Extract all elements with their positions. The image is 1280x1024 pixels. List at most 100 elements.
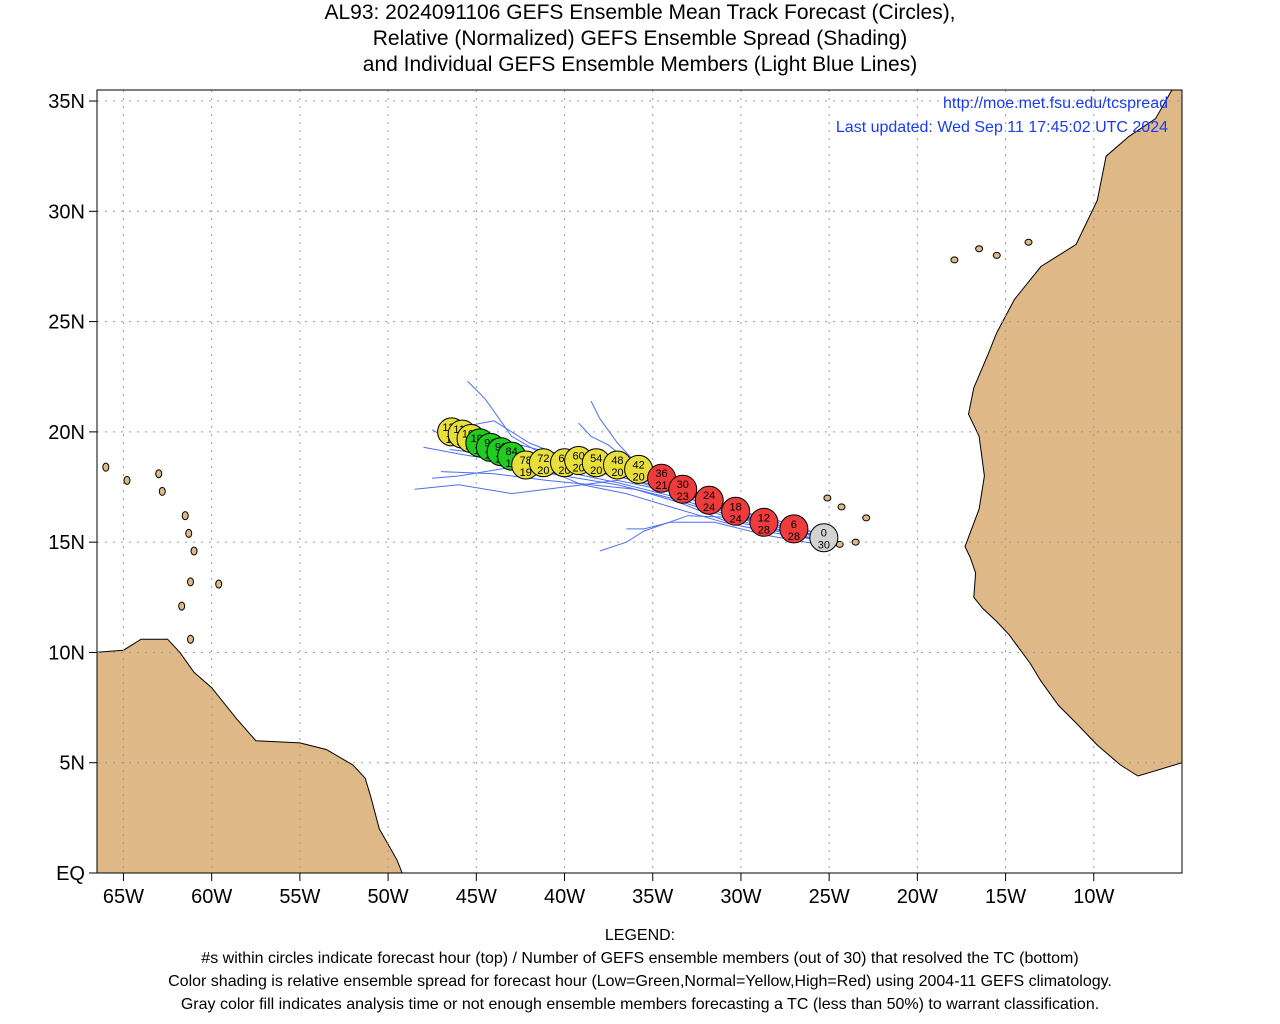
x-tick-label: 25W: [809, 886, 850, 908]
y-tick-label: EQ: [56, 863, 85, 885]
legend-line-1: #s within circles indicate forecast hour…: [201, 950, 1079, 967]
track-circle: [668, 474, 698, 504]
caribbean-island: [178, 601, 186, 611]
forecast-hour-label: 36: [655, 468, 667, 480]
x-tick-label: 10W: [1073, 886, 1114, 908]
legend: LEGEND: #s within circles indicate forec…: [0, 924, 1280, 1016]
south-america-landmass: [97, 638, 403, 873]
atlantic-island: [950, 256, 959, 264]
legend-line-2: Color shading is relative ensemble sprea…: [168, 973, 1112, 990]
caribbean-island: [123, 475, 131, 485]
member-count-label: 21: [655, 480, 667, 492]
chart-title: AL93: 2024091106 GEFS Ensemble Mean Trac…: [0, 0, 1280, 78]
caribbean-island: [158, 486, 166, 496]
atlantic-island: [992, 251, 1001, 259]
track-circle: [779, 514, 809, 544]
forecast-hour-label: 30: [677, 479, 689, 491]
atlantic-island: [1024, 238, 1033, 246]
y-tick-label: 30N: [48, 201, 85, 223]
member-count-label: 28: [758, 524, 770, 536]
y-tick-label: 20N: [48, 422, 85, 444]
forecast-hour-label: 48: [611, 455, 623, 467]
track-circle: [694, 485, 724, 515]
x-tick-label: 55W: [279, 886, 320, 908]
x-tick-label: 50W: [368, 886, 409, 908]
atlantic-island: [823, 494, 832, 502]
x-tick-label: 40W: [544, 886, 585, 908]
x-tick-label: 35W: [632, 886, 673, 908]
credit-url: http://moe.met.fsu.edu/tcspread: [943, 95, 1168, 112]
y-tick-label: 10N: [48, 642, 85, 664]
title-line-3: and Individual GEFS Ensemble Members (Li…: [362, 53, 918, 76]
grid-layer: [97, 90, 1182, 873]
member-count-label: 28: [788, 531, 800, 543]
caribbean-island: [185, 528, 193, 538]
caribbean-island: [155, 469, 163, 479]
legend-heading: LEGEND:: [604, 927, 676, 944]
caribbean-island: [187, 577, 195, 587]
forecast-hour-label: 12: [758, 512, 770, 524]
member-count-label: 24: [703, 502, 715, 514]
member-count-label: 20: [537, 465, 549, 477]
forecast-hour-label: 84: [505, 446, 517, 458]
member-count-label: 20: [573, 463, 585, 475]
track-circle: [749, 507, 779, 537]
member-count-label: 20: [632, 471, 644, 483]
atlantic-island: [862, 514, 871, 522]
forecast-hour-label: 42: [632, 459, 644, 471]
mean-track-circles: 1201711417108171021896189018841878197220…: [437, 417, 839, 553]
forecast-hour-label: 72: [537, 453, 549, 465]
forecast-hour-label: 54: [590, 453, 602, 465]
atlantic-island: [851, 538, 860, 546]
mean-track-point: 030: [809, 523, 839, 553]
x-tick-label: 65W: [103, 886, 144, 908]
atlantic-island: [837, 503, 846, 511]
member-count-label: 20: [611, 467, 623, 479]
forecast-hour-label: 60: [573, 451, 585, 463]
y-tick-label: 35N: [48, 91, 85, 113]
member-count-label: 23: [677, 491, 689, 503]
member-track: [626, 521, 819, 545]
forecast-hour-label: 78: [520, 455, 532, 467]
x-tick-label: 15W: [985, 886, 1026, 908]
title-line-2: Relative (Normalized) GEFS Ensemble Spre…: [372, 27, 908, 50]
africa-landmass: [964, 90, 1182, 777]
caribbean-island: [181, 511, 189, 521]
y-tick-label: 25N: [48, 312, 85, 334]
caribbean-island: [190, 546, 198, 556]
forecast-hour-label: 18: [730, 501, 742, 513]
y-axis: EQ 5N 10N 15N 20N 25N 30N 35N: [48, 91, 97, 885]
x-tick-label: 60W: [191, 886, 232, 908]
y-tick-label: 15N: [48, 532, 85, 554]
mean-track-point: 628: [779, 514, 809, 544]
forecast-hour-label: 0: [821, 528, 827, 540]
last-updated: Last updated: Wed Sep 11 17:45:02 UTC 20…: [836, 119, 1168, 136]
atlantic-island: [975, 245, 984, 253]
x-axis: 65W 60W 55W 50W 45W 40W 35W 30W 25W 20W 15W 10W: [103, 873, 1114, 908]
x-tick-label: 45W: [456, 886, 497, 908]
caribbean-island: [187, 634, 195, 644]
x-tick-label: 20W: [897, 886, 938, 908]
title-line-1: AL93: 2024091106 GEFS Ensemble Mean Trac…: [324, 1, 956, 24]
legend-line-3: Gray color fill indicates analysis time …: [180, 996, 1100, 1013]
member-count-label: 19: [520, 467, 532, 479]
track-map: 1201711417108171021896189018841878197220…: [48, 89, 1183, 908]
member-count-label: 30: [818, 540, 830, 552]
member-count-label: 20: [590, 465, 602, 477]
track-circle: [721, 496, 751, 526]
caribbean-island: [215, 579, 223, 589]
x-tick-label: 30W: [720, 886, 761, 908]
forecast-hour-label: 24: [703, 490, 715, 502]
forecast-hour-label: 6: [791, 519, 797, 531]
track-circle: [809, 523, 839, 553]
caribbean-island: [102, 462, 110, 472]
land-layer: [97, 90, 1182, 873]
plot-frame: [96, 89, 1183, 874]
